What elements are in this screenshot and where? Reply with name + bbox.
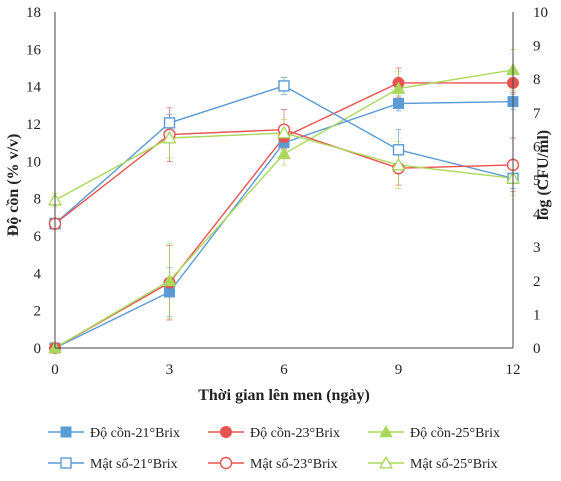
legend-marker bbox=[219, 456, 233, 470]
left-y-tick-label: 4 bbox=[34, 266, 42, 282]
legend-label: Mật số-21°Brix bbox=[90, 457, 178, 472]
left-y-axis-title: Độ cồn (% v/v) bbox=[5, 134, 22, 237]
legend-marker bbox=[379, 456, 393, 469]
data-point bbox=[392, 82, 405, 94]
legend-label: Mật số-25°Brix bbox=[410, 457, 498, 472]
x-axis-title: Thời gian lên men (ngày) bbox=[198, 387, 370, 404]
legend-item: Mật số-21°Brix bbox=[48, 457, 178, 472]
left-y-tick-label: 0 bbox=[34, 341, 42, 357]
right-y-tick-label: 0 bbox=[533, 341, 541, 357]
right-y-tick-label: 1 bbox=[533, 307, 541, 323]
legend-item: Độ cồn-23°Brix bbox=[208, 426, 340, 441]
right-y-tick-label: 8 bbox=[533, 72, 541, 88]
x-tick-label: 0 bbox=[51, 362, 59, 378]
data-point bbox=[391, 158, 406, 171]
legend-marker bbox=[220, 426, 232, 438]
legend-marker bbox=[60, 457, 72, 469]
right-y-tick-label: 9 bbox=[533, 39, 541, 55]
right-y-tick-labels: 0 1 2 3 4 5 6 7 8 9 10 bbox=[533, 5, 548, 357]
left-y-tick-label: 18 bbox=[26, 5, 41, 21]
legend-label: Độ cồn-23°Brix bbox=[250, 426, 340, 441]
legend-label: Mật số-23°Brix bbox=[250, 457, 338, 472]
data-point bbox=[392, 144, 405, 156]
data-point bbox=[278, 80, 290, 92]
data-point bbox=[163, 274, 176, 287]
left-y-tick-label: 6 bbox=[34, 229, 42, 245]
x-tick-labels: 0 3 6 9 12 bbox=[51, 362, 520, 378]
legend-item: Mật số-25°Brix bbox=[368, 456, 498, 472]
legend-item: Độ cồn-21°Brix bbox=[48, 426, 180, 441]
right-y-axis-title: log (CFU/ml) bbox=[535, 130, 552, 220]
right-y-tick-label: 6 bbox=[533, 139, 541, 155]
x-tick-label: 6 bbox=[280, 362, 288, 378]
legend-item: Độ cồn-25°Brix bbox=[368, 425, 500, 441]
right-y-tick-label: 7 bbox=[533, 106, 541, 122]
data-point bbox=[393, 97, 404, 109]
left-y-tick-label: 16 bbox=[26, 42, 42, 58]
left-y-tick-label: 12 bbox=[26, 117, 41, 133]
left-y-tick-label: 8 bbox=[34, 192, 42, 208]
right-y-tick-label: 2 bbox=[533, 274, 541, 290]
data-point bbox=[277, 147, 291, 160]
legend-label: Độ cồn-21°Brix bbox=[90, 426, 180, 441]
x-tick-label: 9 bbox=[395, 362, 403, 378]
right-y-tick-label: 4 bbox=[533, 207, 541, 223]
x-tick-label: 12 bbox=[506, 362, 521, 378]
data-point bbox=[277, 126, 291, 139]
legend-item: Mật số-23°Brix bbox=[208, 456, 338, 472]
legend-marker bbox=[60, 426, 72, 438]
right-y-tick-label: 10 bbox=[533, 5, 548, 21]
left-y-tick-label: 2 bbox=[34, 304, 42, 320]
left-y-tick-label: 14 bbox=[26, 80, 42, 96]
legend: Độ cồn-21°Brix Độ cồn-23°Brix Độ cồn-25°Br… bbox=[48, 425, 500, 472]
legend-marker bbox=[379, 425, 393, 438]
legend-label: Độ cồn-25°Brix bbox=[410, 426, 500, 441]
x-tick-label: 3 bbox=[166, 362, 174, 378]
left-y-tick-label: 10 bbox=[26, 154, 41, 170]
left-y-tick-labels: 0 2 4 6 8 10 12 14 16 18 bbox=[26, 5, 42, 357]
data-point bbox=[162, 131, 177, 144]
right-y-tick-label: 3 bbox=[533, 240, 541, 256]
right-y-tick-label: 5 bbox=[533, 173, 541, 189]
data-point bbox=[163, 117, 176, 129]
error-bars-layer bbox=[52, 48, 516, 351]
